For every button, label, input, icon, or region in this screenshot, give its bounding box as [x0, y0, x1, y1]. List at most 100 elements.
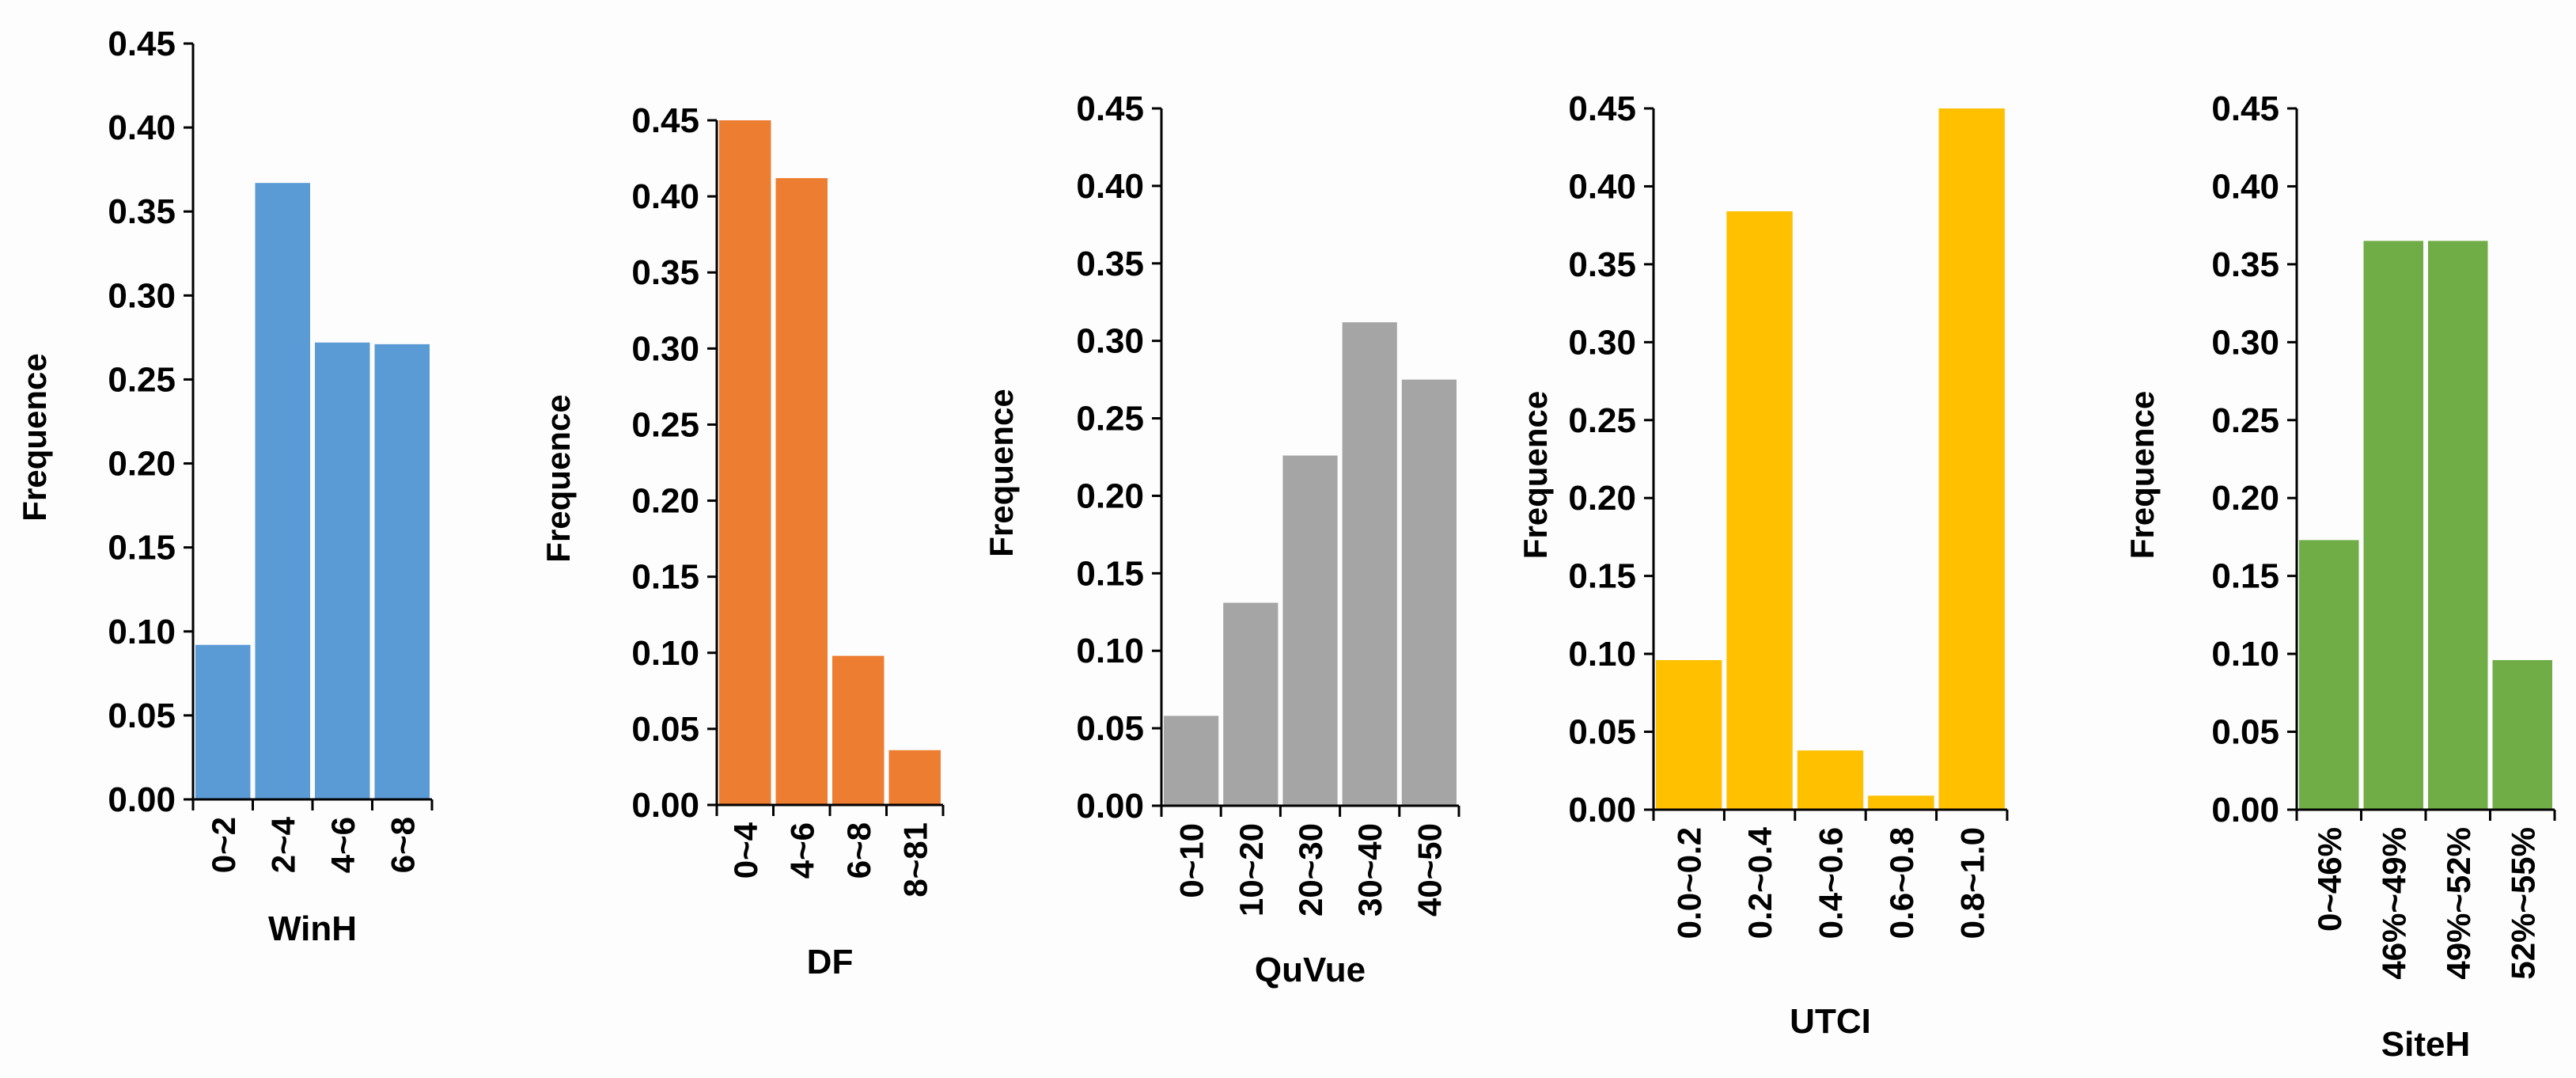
x-tick-label: 0.4~0.6: [1813, 827, 1850, 939]
y-tick-label: 0.00: [1568, 791, 1636, 829]
y-tick-label: 0.05: [1076, 709, 1144, 748]
y-tick-label: 0.15: [631, 558, 699, 597]
x-tick-label: 0.0~0.2: [1671, 827, 1708, 939]
y-tick-label: 0.40: [1568, 167, 1636, 206]
x-tick-label: 40~50: [1411, 823, 1448, 917]
bar-0~4: [719, 120, 771, 805]
x-tick-label: 2~4: [264, 816, 301, 873]
x-tick-label: 0.2~0.4: [1741, 826, 1779, 939]
chart-panel-df: 0.00 0.05 0.10 0.15 0.20 0.25 0.30 0.35 0.40 0.45…: [540, 101, 945, 981]
x-tick-label: 0.6~0.8: [1883, 827, 1920, 939]
x-tick-label: 0~2: [205, 817, 242, 873]
y-tick-label: 0.45: [108, 25, 176, 63]
y-tick-label: 0.15: [108, 529, 176, 567]
y-tick-label: 0.40: [1076, 167, 1144, 206]
y-tick-label: 0.35: [2211, 245, 2279, 284]
y-tick-label: 0.30: [631, 329, 699, 368]
x-tick-label: 4~6: [783, 822, 820, 879]
y-tick-label: 0.40: [2211, 167, 2279, 206]
y-tick-label: 0.05: [631, 710, 699, 749]
y-tick-label: 0.15: [2211, 557, 2279, 596]
bar-52%~55%: [2492, 659, 2552, 810]
bar-0~10: [1164, 716, 1219, 806]
y-tick-label: 0.35: [1076, 245, 1144, 283]
y-tick-label: 0.15: [1568, 557, 1636, 596]
y-tick-label: 0.20: [108, 445, 176, 484]
y-axis-title: Frequence: [2123, 391, 2161, 559]
y-tick-label: 0.00: [1076, 787, 1144, 826]
x-tick-label: 4~6: [324, 817, 362, 873]
chart-panel-siteh: 0.00 0.05 0.10 0.15 0.20 0.25 0.30 0.35 0.40 0.45…: [2123, 89, 2556, 1064]
bar-0.2~0.4: [1726, 211, 1793, 810]
y-axis-title: Frequence: [16, 353, 53, 521]
x-tick-label: 6~8: [840, 822, 877, 879]
y-tick-label: 0.20: [1568, 479, 1636, 518]
y-axis-title: Frequence: [540, 394, 577, 562]
bar-0.0~0.2: [1656, 659, 1722, 810]
y-tick-label: 0.45: [1568, 89, 1636, 128]
x-axis-title: DF: [807, 943, 854, 981]
bar-30~40: [1342, 322, 1397, 806]
y-tick-label: 0.25: [2211, 401, 2279, 440]
y-tick-label: 0.45: [1076, 89, 1144, 128]
x-tick-label: 20~30: [1292, 823, 1329, 917]
y-tick-label: 0.10: [2211, 635, 2279, 674]
bar-4~6: [775, 178, 828, 806]
y-tick-label: 0.30: [2211, 323, 2279, 362]
bar-2~4: [255, 183, 310, 800]
x-tick-label: 30~40: [1351, 823, 1388, 917]
bar-49%~52%: [2428, 241, 2488, 810]
y-tick-label: 0.25: [631, 405, 699, 444]
y-tick-label: 0.10: [1076, 632, 1144, 670]
x-tick-label: 0.8~1.0: [1953, 827, 1991, 939]
y-tick-label: 0.00: [108, 780, 176, 819]
bar-0.8~1.0: [1938, 108, 2005, 810]
bar-10~20: [1223, 602, 1279, 806]
chart-panel-quvue: 0.00 0.05 0.10 0.15 0.20 0.25 0.30 0.35 0.40 0.45…: [983, 89, 1460, 989]
x-axis-title: UTCI: [1790, 1002, 1871, 1041]
y-tick-label: 0.10: [1568, 635, 1636, 674]
bar-6~8: [374, 344, 430, 799]
y-tick-label: 0.35: [631, 253, 699, 292]
x-axis-title: WinH: [268, 909, 357, 948]
y-tick-label: 0.30: [1076, 322, 1144, 361]
y-tick-label: 0.35: [1568, 245, 1636, 284]
y-tick-label: 0.30: [108, 276, 176, 315]
y-tick-label: 0.35: [108, 192, 176, 231]
x-axis-title: SiteH: [2381, 1025, 2470, 1064]
x-axis-title: QuVue: [1255, 951, 1366, 989]
y-tick-label: 0.10: [108, 613, 176, 651]
y-tick-label: 0.40: [631, 177, 699, 216]
y-tick-label: 0.45: [631, 101, 699, 140]
y-tick-label: 0.20: [2211, 479, 2279, 518]
y-tick-label: 0.30: [1568, 323, 1636, 362]
x-tick-label: 6~8: [384, 817, 421, 873]
y-tick-label: 0.45: [2211, 89, 2279, 128]
y-tick-label: 0.15: [1076, 554, 1144, 593]
bar-20~30: [1282, 455, 1338, 806]
y-tick-label: 0.00: [2211, 791, 2279, 829]
x-tick-label: 0~10: [1173, 823, 1210, 898]
y-tick-label: 0.20: [1076, 476, 1144, 515]
bar-4~6: [315, 342, 370, 799]
y-tick-label: 0.05: [2211, 713, 2279, 752]
x-tick-label: 49%~52%: [2440, 827, 2477, 980]
y-tick-label: 0.05: [108, 697, 176, 735]
y-tick-label: 0.25: [108, 360, 176, 399]
y-axis-title: Frequence: [983, 389, 1020, 556]
y-tick-label: 0.25: [1568, 401, 1636, 440]
chart-panel-utci: 0.00 0.05 0.10 0.15 0.20 0.25 0.30 0.35 0.40 0.45…: [1517, 89, 2009, 1041]
y-tick-label: 0.05: [1568, 713, 1636, 752]
bar-8~81: [888, 750, 941, 805]
x-tick-label: 8~81: [896, 822, 934, 898]
bar-0~2: [195, 644, 251, 799]
x-tick-label: 0~4: [727, 822, 764, 879]
y-axis-title: Frequence: [1517, 391, 1554, 559]
y-tick-label: 0.20: [631, 482, 699, 521]
chart-panel-winh: 0.00 0.05 0.10 0.15 0.20 0.25 0.30 0.35 0.40 0.45…: [16, 25, 434, 948]
bar-0.6~0.8: [1868, 795, 1934, 810]
bar-0.4~0.6: [1797, 750, 1864, 810]
y-tick-label: 0.10: [631, 634, 699, 673]
bar-40~50: [1401, 379, 1457, 807]
